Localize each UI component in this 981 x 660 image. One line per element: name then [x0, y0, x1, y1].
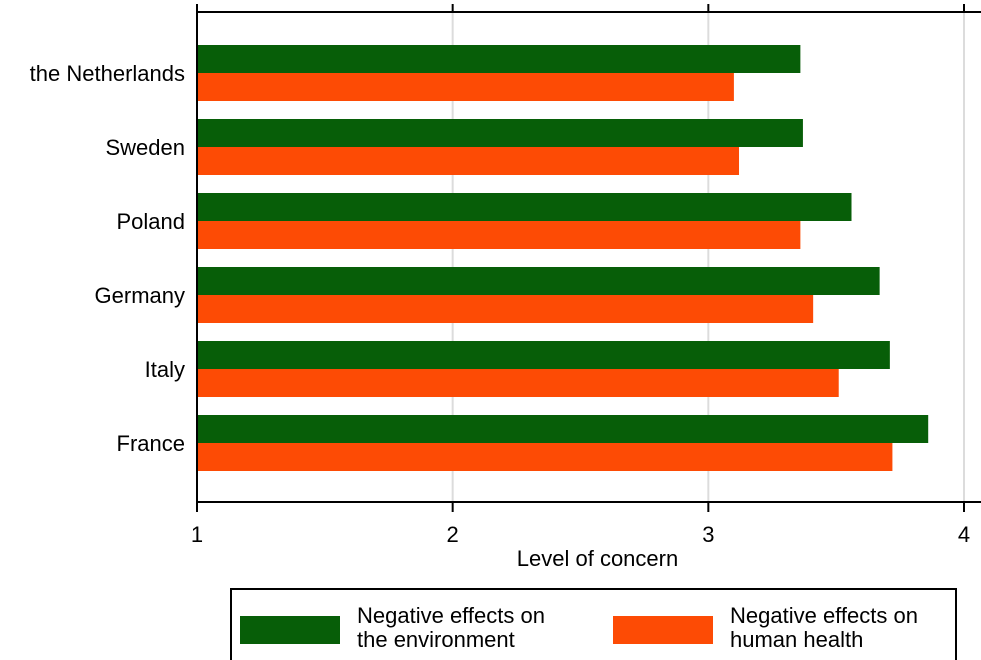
x-tick-label: 2 — [447, 522, 459, 547]
category-label: Italy — [145, 357, 185, 382]
category-label: Poland — [116, 209, 185, 234]
bar — [197, 147, 740, 175]
category-label: Sweden — [105, 135, 185, 160]
category-label: Germany — [95, 283, 185, 308]
legend-label-environment: Negative effects on the environment — [357, 604, 587, 652]
bar — [197, 341, 890, 369]
category-label: the Netherlands — [30, 61, 185, 86]
bar — [197, 73, 734, 101]
bar — [197, 45, 801, 73]
category-labels: the Netherlands Sweden Poland Germany Italy F… — [30, 61, 185, 456]
bar — [197, 295, 814, 323]
bar — [197, 193, 852, 221]
legend-label-health: Negative effects on human health — [730, 604, 960, 652]
category-label: France — [117, 431, 185, 456]
legend: Negative effects on the environment Nega… — [230, 588, 957, 660]
legend-label-line: Negative effects on — [357, 603, 545, 628]
legend-label-line: human health — [730, 627, 864, 652]
x-axis-title: Level of concern — [517, 546, 678, 571]
bar — [197, 443, 893, 471]
x-tick-label: 4 — [958, 522, 970, 547]
bar — [197, 119, 803, 147]
bars — [197, 45, 929, 471]
bar — [197, 221, 801, 249]
x-tick-label: 1 — [191, 522, 203, 547]
bar — [197, 415, 929, 443]
bar — [197, 267, 880, 295]
legend-swatch-health — [613, 616, 713, 644]
x-ticks: 1 2 3 4 — [191, 4, 970, 547]
bar — [197, 369, 839, 397]
legend-label-line: Negative effects on — [730, 603, 918, 628]
legend-item-health: Negative effects on human health — [613, 604, 960, 652]
legend-swatch-environment — [240, 616, 340, 644]
x-tick-label: 3 — [702, 522, 714, 547]
axes — [196, 11, 981, 503]
legend-label-line: the environment — [357, 627, 515, 652]
legend-item-environment: Negative effects on the environment — [240, 604, 587, 652]
bar-chart: 1 2 3 4 the Netherlands Sweden Poland Germany I… — [30, 4, 981, 571]
